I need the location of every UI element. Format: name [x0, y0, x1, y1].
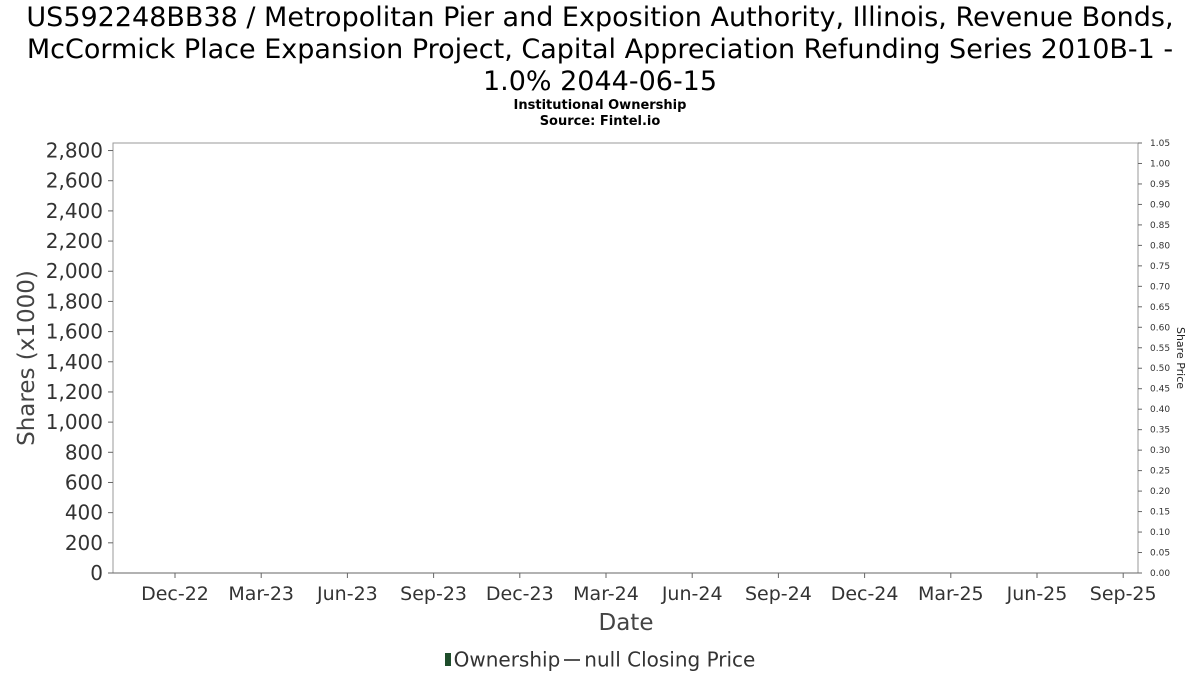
left-tick-label: 0 — [90, 561, 103, 585]
x-tick-label: Dec-22 — [141, 583, 209, 605]
right-tick-label: 0.85 — [1150, 221, 1170, 231]
left-tick-label: 800 — [65, 440, 103, 464]
x-axis-label: Date — [599, 610, 654, 636]
x-tick-label: Jun-25 — [1006, 583, 1068, 605]
right-tick-label: 0.50 — [1150, 364, 1170, 374]
chart-source: Source: Fintel.io — [539, 114, 661, 129]
left-tick-label: 1,800 — [46, 289, 103, 313]
chart-title: US592248BB38 / Metropolitan Pier and Exp… — [26, 2, 1174, 97]
left-tick-label: 1,200 — [46, 380, 103, 404]
left-tick-label: 2,800 — [46, 139, 103, 163]
right-tick-label: 0.40 — [1150, 405, 1170, 415]
x-tick-label: Sep-25 — [1090, 583, 1157, 605]
y-axis-label-right: Share Price — [1174, 327, 1187, 389]
left-tick-label: 2,600 — [46, 169, 103, 193]
right-tick-label: 0.05 — [1150, 549, 1170, 559]
right-tick-label: 0.95 — [1150, 180, 1170, 190]
plot-area — [112, 142, 1139, 574]
x-tick-label: Sep-23 — [400, 583, 467, 605]
right-tick-label: 0.60 — [1150, 323, 1170, 333]
x-tick-label: Mar-24 — [573, 583, 639, 605]
x-tick-label: Dec-24 — [831, 583, 899, 605]
right-tick-label: 0.15 — [1150, 508, 1170, 518]
left-tick-label: 1,000 — [46, 410, 103, 434]
right-axis-ticks: 0.00 0.05 0.10 0.15 0.20 0.25 0.30 0.35 0.40 0.45… — [1138, 139, 1170, 579]
legend-price-label: null Closing Price — [584, 647, 756, 672]
left-tick-label: 600 — [65, 470, 103, 494]
x-tick-label: Jun-23 — [316, 583, 378, 605]
right-tick-label: 0.55 — [1150, 344, 1170, 354]
axes — [112, 142, 1139, 574]
right-tick-label: 1.00 — [1150, 159, 1170, 169]
chart-subtitle: Institutional Ownership — [513, 98, 687, 113]
price-legend-swatch — [564, 658, 581, 661]
left-tick-label: 400 — [65, 501, 103, 525]
right-tick-label: 0.45 — [1150, 385, 1170, 395]
right-tick-label: 0.20 — [1150, 487, 1170, 497]
right-tick-label: 0.70 — [1150, 282, 1170, 292]
right-tick-label: 0.30 — [1150, 446, 1170, 456]
x-axis-ticks: Dec-22 Mar-23 Jun-23 Sep-23 Dec-23 Mar-24 Jun-… — [141, 573, 1157, 605]
left-tick-label: 2,200 — [46, 229, 103, 253]
right-tick-label: 0.65 — [1150, 303, 1170, 313]
right-tick-label: 0.35 — [1150, 426, 1170, 436]
right-tick-label: 0.25 — [1150, 467, 1170, 477]
right-tick-label: 0.10 — [1150, 528, 1170, 538]
left-tick-label: 1,600 — [46, 320, 103, 344]
legend: Ownership null Closing Price — [0, 646, 1200, 672]
legend-ownership-label: Ownership — [453, 647, 561, 672]
right-tick-label: 1.05 — [1150, 139, 1170, 149]
chart-title-block: US592248BB38 / Metropolitan Pier and Exp… — [0, 2, 1200, 130]
x-tick-label: Mar-23 — [228, 583, 294, 605]
left-tick-label: 2,000 — [46, 259, 103, 283]
x-tick-label: Dec-23 — [486, 583, 554, 605]
ownership-legend-swatch — [444, 653, 451, 666]
x-tick-label: Sep-24 — [745, 583, 812, 605]
right-tick-label: 0.00 — [1150, 569, 1170, 579]
right-tick-label: 0.80 — [1150, 241, 1170, 251]
right-tick-label: 0.90 — [1150, 200, 1170, 210]
left-tick-label: 2,400 — [46, 199, 103, 223]
left-axis-ticks: 0 200 400 600 800 1,000 1,200 1,400 1,600 1,800 2,… — [46, 139, 113, 585]
x-tick-label: Jun-24 — [661, 583, 723, 605]
right-tick-label: 0.75 — [1150, 262, 1170, 272]
x-tick-label: Mar-25 — [918, 583, 984, 605]
left-tick-label: 200 — [65, 531, 103, 555]
y-axis-label: Shares (x1000) — [14, 270, 40, 446]
left-tick-label: 1,400 — [46, 350, 103, 374]
